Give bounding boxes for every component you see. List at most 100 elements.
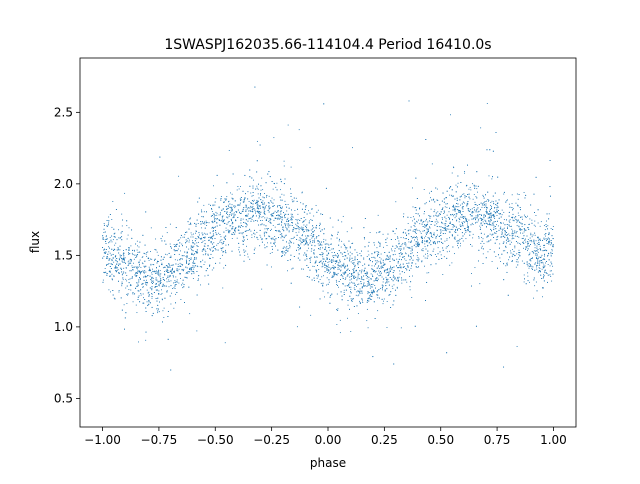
data-point <box>229 207 231 208</box>
data-point <box>352 147 353 149</box>
data-point <box>533 193 535 195</box>
data-point <box>192 250 194 252</box>
data-point <box>387 268 388 270</box>
data-point <box>151 293 152 294</box>
data-point <box>137 273 138 274</box>
data-point <box>132 301 134 303</box>
data-point <box>453 237 455 239</box>
data-point <box>482 253 484 255</box>
data-point <box>319 254 321 255</box>
data-point <box>294 210 296 211</box>
data-point <box>183 284 185 286</box>
data-point <box>247 191 249 193</box>
data-point <box>442 207 444 209</box>
data-point <box>432 237 434 238</box>
data-point <box>196 242 198 244</box>
data-point <box>308 210 309 212</box>
data-point <box>248 229 250 231</box>
data-point <box>103 223 105 224</box>
data-point <box>259 214 261 215</box>
data-point <box>473 211 475 213</box>
data-point <box>448 218 450 220</box>
data-point <box>516 231 518 233</box>
data-point <box>508 233 510 235</box>
data-point <box>222 287 224 289</box>
data-point <box>491 200 493 202</box>
data-point <box>387 269 388 271</box>
data-point <box>464 217 466 219</box>
data-point <box>451 234 453 236</box>
data-point <box>476 205 478 206</box>
data-point <box>186 251 188 253</box>
data-point <box>147 275 149 276</box>
data-point <box>211 211 213 212</box>
data-point <box>194 262 196 264</box>
data-point <box>485 257 487 259</box>
data-point <box>225 199 227 201</box>
data-point <box>308 222 310 224</box>
data-point <box>291 213 293 215</box>
data-point <box>277 214 279 216</box>
data-point <box>347 304 349 306</box>
data-point <box>379 256 381 258</box>
data-point <box>486 222 488 224</box>
data-point <box>309 261 311 263</box>
data-point <box>392 280 394 282</box>
data-point <box>211 247 213 249</box>
data-point <box>374 318 376 319</box>
data-point <box>295 232 297 234</box>
data-point <box>314 238 316 240</box>
data-point <box>232 226 234 228</box>
data-point <box>126 280 128 282</box>
data-point <box>380 258 382 260</box>
data-point <box>326 267 328 269</box>
data-point <box>320 241 322 243</box>
data-point <box>112 290 114 291</box>
data-point <box>150 270 151 272</box>
data-point <box>218 207 220 209</box>
data-point <box>491 234 493 236</box>
data-point <box>468 208 470 210</box>
data-point <box>202 249 204 251</box>
data-point <box>458 221 460 223</box>
data-point <box>314 256 316 258</box>
data-point <box>342 265 344 266</box>
data-point <box>482 195 484 197</box>
data-point <box>343 273 345 275</box>
data-point <box>537 258 539 260</box>
data-point <box>462 216 464 217</box>
data-point <box>158 274 160 276</box>
data-point <box>378 270 380 272</box>
data-point <box>358 283 360 285</box>
data-point <box>242 240 243 242</box>
data-point <box>174 284 176 286</box>
data-point <box>118 248 120 250</box>
data-point <box>273 219 275 221</box>
data-point <box>465 238 467 240</box>
data-point <box>439 213 441 214</box>
data-point <box>451 172 453 174</box>
data-point <box>495 256 497 257</box>
data-point <box>178 175 180 177</box>
data-point <box>254 247 256 249</box>
data-point <box>371 290 373 292</box>
data-point <box>155 277 157 279</box>
data-point <box>311 219 313 221</box>
data-point <box>547 237 549 239</box>
data-point <box>242 218 244 220</box>
data-point <box>306 213 308 215</box>
data-point <box>204 237 206 239</box>
data-point <box>215 211 217 213</box>
data-point <box>264 228 266 230</box>
data-point <box>491 215 493 216</box>
data-point <box>110 291 111 293</box>
data-point <box>363 257 365 259</box>
data-point <box>157 284 159 286</box>
data-point <box>168 279 170 281</box>
data-point <box>502 229 503 231</box>
data-point <box>118 273 120 274</box>
data-point <box>285 252 287 253</box>
data-point <box>302 228 303 230</box>
data-point <box>517 261 519 263</box>
data-point <box>421 237 423 239</box>
